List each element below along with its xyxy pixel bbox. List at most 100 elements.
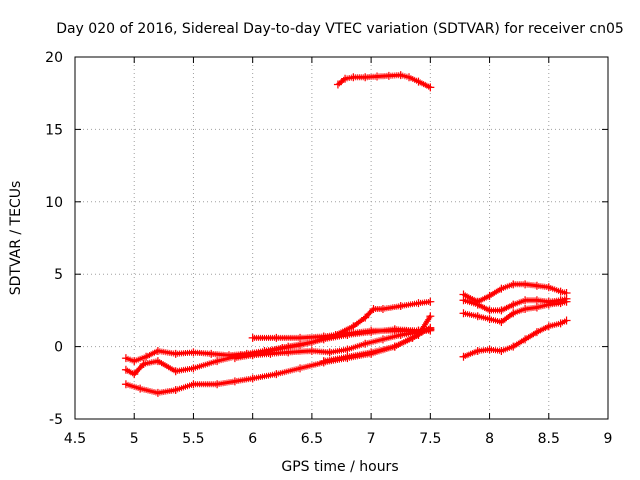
x-tick-label: 8.5	[538, 431, 560, 447]
data-point	[426, 83, 435, 92]
y-axis-ticks: -5 0 5 10 15 20	[45, 50, 608, 428]
y-tick-label: 20	[45, 50, 63, 66]
data-point	[189, 364, 198, 373]
data-point	[343, 345, 352, 354]
data-point	[521, 335, 530, 344]
data-point	[369, 304, 378, 313]
data-point	[532, 303, 541, 312]
data-point	[296, 333, 305, 342]
data-point	[349, 322, 358, 331]
data-point	[296, 341, 305, 350]
data-point	[153, 357, 162, 366]
data-point	[361, 313, 370, 322]
data-point	[266, 349, 275, 358]
data-point	[556, 299, 565, 308]
data-point	[459, 296, 468, 305]
series-arc-e	[248, 326, 435, 342]
data-point	[367, 348, 376, 357]
x-axis-ticks: 4.5 5 5.5 6 6.5 7 7.5 8 8.5 9	[64, 57, 613, 447]
series-arc-j	[459, 316, 571, 361]
data-point	[544, 322, 553, 331]
series-arc-d	[230, 325, 435, 363]
data-point	[408, 333, 417, 342]
data-point	[521, 304, 530, 313]
data-point	[509, 280, 518, 289]
data-point	[284, 348, 293, 357]
data-point	[325, 348, 334, 357]
data-point	[521, 296, 530, 305]
x-tick-label: 4.5	[64, 431, 86, 447]
data-point	[390, 326, 399, 335]
data-point	[497, 317, 506, 326]
data-point	[343, 352, 352, 361]
data-point	[189, 348, 198, 357]
data-point	[414, 77, 423, 86]
data-point	[485, 315, 494, 324]
data-point	[390, 342, 399, 351]
data-point	[485, 306, 494, 315]
data-point	[343, 329, 352, 338]
data-point	[532, 328, 541, 337]
data-point	[521, 280, 530, 289]
x-tick-label: 5.5	[182, 431, 204, 447]
data-point	[319, 357, 328, 366]
x-tick-label: 9	[604, 431, 613, 447]
data-point	[130, 370, 139, 379]
data-point	[153, 346, 162, 355]
data-point	[473, 312, 482, 321]
data-point	[509, 342, 518, 351]
data-point	[497, 346, 506, 355]
data-point	[121, 354, 130, 363]
plot-frame	[74, 56, 609, 420]
data-point	[213, 380, 222, 389]
data-point	[230, 354, 239, 363]
data-point	[307, 346, 316, 355]
data-point	[361, 73, 370, 82]
data-point	[378, 304, 387, 313]
y-tick-label: 5	[54, 267, 63, 283]
data-point	[139, 359, 148, 368]
y-axis-label: SDTVAR / TECUs	[8, 181, 24, 296]
data-point	[296, 364, 305, 373]
data-point	[189, 380, 198, 389]
data-point	[349, 73, 358, 82]
x-tick-label: 7	[367, 431, 376, 447]
data-point	[361, 339, 370, 348]
series-arc-top	[333, 71, 435, 92]
data-point	[213, 357, 222, 366]
x-axis-label: GPS time / hours	[281, 459, 398, 475]
data-point	[426, 312, 435, 321]
data-point	[544, 283, 553, 292]
data-point	[562, 297, 571, 306]
y-tick-label: -5	[49, 412, 63, 428]
x-tick-label: 8	[485, 431, 494, 447]
data-point	[171, 367, 180, 376]
data-point	[272, 370, 281, 379]
data-point	[272, 333, 281, 342]
data-point	[509, 309, 518, 318]
series-arc-f	[319, 323, 435, 366]
data-point	[509, 300, 518, 309]
data-point	[142, 352, 151, 361]
data-point	[248, 374, 257, 383]
data-point	[532, 281, 541, 290]
data-point	[319, 332, 328, 341]
data-point	[562, 316, 571, 325]
data-point	[207, 349, 216, 358]
data-point	[405, 73, 414, 82]
x-tick-label: 6.5	[301, 431, 323, 447]
series-markers	[460, 317, 570, 360]
data-point	[544, 300, 553, 309]
data-point	[396, 302, 405, 311]
series-arc-i	[459, 297, 571, 326]
data-point	[497, 284, 506, 293]
data-point	[556, 319, 565, 328]
data-point	[459, 309, 468, 318]
data-point	[473, 300, 482, 309]
data-point	[248, 333, 257, 342]
data-point	[136, 384, 145, 393]
data-point	[378, 335, 387, 344]
data-point	[248, 351, 257, 360]
data-point	[556, 287, 565, 296]
